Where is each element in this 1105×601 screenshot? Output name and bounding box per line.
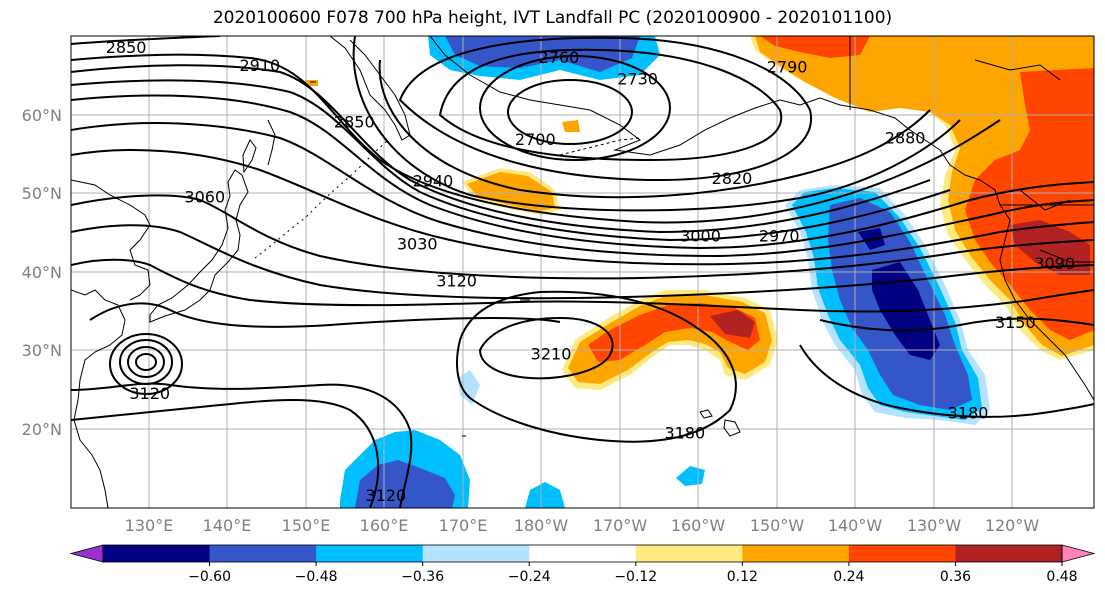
contour-3210 bbox=[478, 316, 614, 380]
typhoon-contour-2 bbox=[127, 346, 165, 378]
lat-label-30: 30°N bbox=[22, 341, 62, 360]
lon-label-120w: 120°W bbox=[985, 516, 1040, 535]
contour-label: 2940 bbox=[413, 172, 454, 191]
contour-2880 bbox=[71, 53, 1001, 224]
contour-2790 bbox=[398, 36, 813, 182]
colorbar-extend-min bbox=[69, 544, 104, 563]
latitude-labels: 20°N 30°N 40°N 50°N 60°N bbox=[22, 106, 62, 439]
lat-label-50: 50°N bbox=[22, 184, 62, 203]
lat-label-20: 20°N bbox=[22, 420, 62, 439]
contour-labels: 2850 2910 2760 2730 2790 2700 2850 2880 2940 2820… bbox=[106, 38, 1075, 505]
contour-3120 bbox=[71, 258, 1094, 313]
contour-label: 3120 bbox=[129, 384, 170, 403]
gridlines bbox=[71, 36, 1094, 508]
contour-label: 3120 bbox=[436, 271, 477, 290]
colorbar-segment bbox=[635, 545, 743, 562]
contour-2850-north bbox=[71, 36, 221, 45]
lon-label-170e: 170°E bbox=[439, 516, 488, 535]
typhoon-contour-outer bbox=[109, 333, 183, 395]
contour-label: 3150 bbox=[995, 313, 1036, 332]
lon-label-150w: 150°W bbox=[750, 516, 805, 535]
colorbar-tick-label: −0.36 bbox=[401, 569, 444, 585]
contour-2940 bbox=[71, 79, 951, 242]
contour-3030 bbox=[71, 149, 1094, 266]
colorbar-tick-label: 0.24 bbox=[833, 569, 864, 585]
map-title: 2020100600 F078 700 hPa height, IVT Land… bbox=[212, 8, 893, 28]
contour-label: 2730 bbox=[617, 69, 658, 88]
colorbar-tick-label: −0.48 bbox=[295, 569, 338, 585]
lon-label-160w: 160°W bbox=[671, 516, 726, 535]
contour-label: 2850 bbox=[334, 113, 375, 132]
contour-3120-south bbox=[71, 399, 380, 508]
contour-2700 bbox=[507, 79, 633, 145]
colorbar-segment bbox=[529, 545, 637, 562]
contour-label: 2850 bbox=[106, 38, 147, 57]
negative-anomaly-tropical-west bbox=[340, 370, 705, 508]
contour-2850 bbox=[352, 36, 961, 212]
contour-3150-east bbox=[819, 317, 1094, 332]
lon-label-180w: 180°W bbox=[514, 516, 569, 535]
contour-3180-east bbox=[799, 344, 1094, 418]
lon-label-160e: 160°E bbox=[360, 516, 409, 535]
lat-label-60: 60°N bbox=[22, 106, 62, 125]
colorbar-segment bbox=[955, 545, 1063, 562]
colorbar-extend-max bbox=[1061, 544, 1096, 563]
contour-3150-west bbox=[89, 302, 561, 328]
colorbar-segment bbox=[848, 545, 956, 562]
lat-label-40: 40°N bbox=[22, 263, 62, 282]
colorbar-outline bbox=[102, 544, 1063, 563]
lon-label-170w: 170°W bbox=[593, 516, 648, 535]
lon-label-130w: 130°W bbox=[907, 516, 962, 535]
lon-label-150e: 150°E bbox=[282, 516, 331, 535]
height-contours bbox=[71, 36, 1094, 508]
contour-3060 bbox=[71, 194, 1094, 280]
contour-3000 bbox=[71, 122, 1094, 258]
contour-2910 bbox=[71, 64, 931, 234]
colorbar-tick-label: −0.12 bbox=[614, 569, 657, 585]
contour-label: 2700 bbox=[515, 130, 556, 149]
contour-label: 3180 bbox=[948, 404, 989, 423]
contour-label: 2910 bbox=[240, 56, 281, 75]
map-frame bbox=[70, 35, 1095, 509]
contour-label: 3060 bbox=[184, 187, 225, 206]
contour-label: 3030 bbox=[397, 234, 438, 253]
contour-label: 2790 bbox=[767, 57, 808, 76]
contour-label: 3090 bbox=[1034, 254, 1075, 273]
colorbar-tick-label: −0.24 bbox=[508, 569, 551, 585]
contour-2760 bbox=[438, 48, 783, 162]
contour-label: 3180 bbox=[664, 423, 705, 442]
colorbar-tick-label: 0.12 bbox=[727, 569, 758, 585]
colorbar-segment bbox=[422, 545, 530, 562]
typhoon-contour-inner bbox=[135, 353, 157, 371]
typhoon-contour-3 bbox=[119, 339, 173, 385]
contour-2970 bbox=[71, 94, 1094, 250]
colorbar-segment bbox=[209, 545, 317, 562]
contour-3090 bbox=[71, 224, 1094, 300]
contour-2730 bbox=[479, 55, 671, 161]
lon-label-140w: 140°W bbox=[828, 516, 883, 535]
contour-label: 3120 bbox=[365, 486, 406, 505]
contour-label: 2760 bbox=[539, 48, 580, 67]
lon-label-140e: 140°E bbox=[203, 516, 252, 535]
colorbar-segment bbox=[742, 545, 850, 562]
contour-label: 3210 bbox=[531, 345, 572, 364]
colorbar-tick-label: 0.36 bbox=[940, 569, 971, 585]
colorbar-tick-label: 0.48 bbox=[1046, 569, 1077, 585]
contour-label: 2970 bbox=[759, 227, 800, 246]
contour-label: 2820 bbox=[712, 169, 753, 188]
colorbar-segment bbox=[103, 545, 211, 562]
longitude-labels: 130°E 140°E 150°E 160°E 170°E 180°W 170°… bbox=[125, 516, 1040, 535]
colorbar-tick-label: −0.60 bbox=[188, 569, 231, 585]
lon-label-130e: 130°E bbox=[125, 516, 174, 535]
contour-2820 bbox=[378, 59, 931, 199]
colorbar-segment bbox=[316, 545, 424, 562]
contour-label: 2880 bbox=[885, 128, 926, 147]
contour-label: 3000 bbox=[680, 227, 721, 246]
positive-anomaly-central-pacific bbox=[562, 290, 778, 390]
colorbar: −0.60 −0.48 −0.36 −0.24 −0.12 0.12 0.24 0.36 0.4… bbox=[69, 544, 1096, 585]
contour-3180-central bbox=[456, 290, 737, 443]
